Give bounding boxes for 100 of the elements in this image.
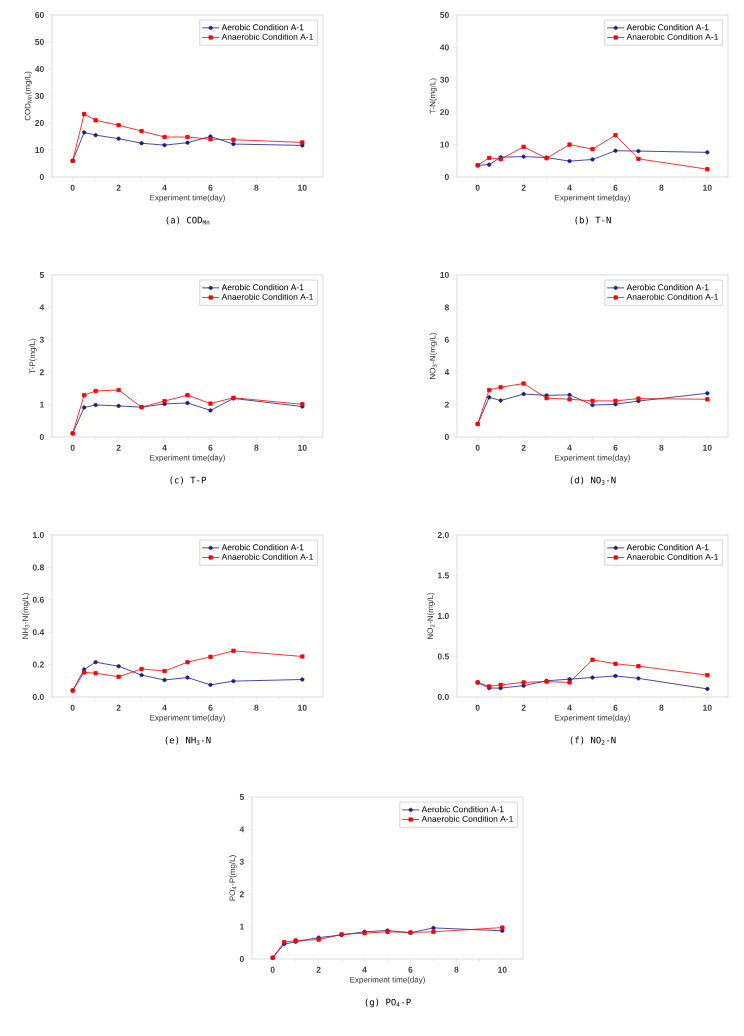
- y-tick-label: 2: [444, 401, 449, 408]
- legend-label: Anaerobic Condition A-1: [221, 293, 313, 300]
- x-tick-label: 8: [454, 966, 459, 973]
- x-tick-label: 10: [298, 704, 307, 711]
- y-tick-label: 30: [440, 76, 449, 83]
- y-tick-label: 0.0: [437, 694, 449, 700]
- x-tick-label: 10: [703, 444, 712, 451]
- x-tick-label: 10: [498, 966, 507, 973]
- legend-label: Aerobic Condition A-1: [626, 24, 709, 31]
- y-tick-label: 0: [39, 434, 44, 440]
- x-tick-label: 4: [362, 966, 367, 973]
- y-tick-label: 0.6: [32, 596, 44, 603]
- y-tick-label: 0: [444, 174, 449, 180]
- x-tick-label: 0: [475, 184, 480, 191]
- y-tick-label: 0.5: [437, 653, 449, 660]
- legend-label: Anaerobic Condition A-1: [221, 33, 313, 40]
- text: (a) COD$_{Mn}$: [166, 216, 210, 225]
- y-tick-label: 1.0: [437, 613, 449, 619]
- y-tick-label: 4: [39, 304, 45, 311]
- x-tick-label: 4: [567, 704, 572, 711]
- x-tick-label: 2: [521, 704, 526, 711]
- x-tick-label: 10: [298, 184, 307, 191]
- x-tick-label: 2: [316, 966, 321, 973]
- x-tick-label: 0: [70, 704, 75, 711]
- text: (c) T-P: [170, 476, 206, 485]
- x-tick-label: 2: [521, 444, 526, 451]
- x-tick-label: 6: [208, 704, 213, 711]
- legend-label: Anaerobic Condition A-1: [421, 815, 513, 822]
- text: (b) T-N: [575, 216, 611, 225]
- y-tick-label: 40: [439, 44, 449, 51]
- legend-label: Anaerobic Condition A-1: [626, 33, 718, 40]
- text: (g) PO$_{4}$-P: [365, 998, 411, 1008]
- y-tick-label: 0.4: [32, 629, 45, 636]
- x-tick-label: 4: [162, 184, 167, 191]
- x-tick-label: 6: [613, 184, 618, 191]
- y-tick-label: 20: [440, 109, 449, 116]
- text: (d) NO$_{3}$-N: [570, 476, 616, 485]
- y-tick-label: 2: [39, 369, 44, 376]
- x-tick-label: 8: [254, 704, 259, 711]
- y-tick-label: 3: [39, 336, 44, 343]
- x-tick-label: 8: [254, 184, 259, 191]
- y-tick-label: 10: [35, 147, 44, 153]
- x-tick-label: 4: [567, 444, 572, 451]
- y-tick-label: 0.8: [32, 564, 44, 571]
- legend-label: Anaerobic Condition A-1: [626, 293, 718, 300]
- y-tick-label: 0.0: [32, 694, 44, 700]
- y-tick-label: 30: [35, 92, 44, 99]
- x-tick-label: 6: [613, 704, 618, 711]
- legend-label: Aerobic Condition A-1: [221, 24, 304, 31]
- x-tick-label: 8: [659, 704, 664, 711]
- y-tick-label: 10: [440, 141, 449, 148]
- x-tick-label: 8: [254, 444, 259, 451]
- x-tick-label: 4: [567, 184, 572, 191]
- y-tick-label: 1: [240, 923, 244, 930]
- y-tick-label: 4: [444, 369, 450, 376]
- x-tick-label: 0: [270, 966, 275, 973]
- legend-label: Aerobic Condition A-1: [221, 284, 304, 291]
- x-tick-label: 6: [408, 966, 413, 973]
- x-tick-label: 6: [208, 444, 213, 451]
- y-tick-label: 50: [440, 12, 449, 18]
- y-tick-label: 1: [40, 401, 44, 408]
- y-tick-label: 3: [239, 858, 244, 865]
- x-tick-label: 6: [613, 444, 618, 451]
- x-tick-label: 0: [475, 444, 480, 451]
- x-tick-label: 2: [116, 704, 121, 711]
- y-tick-label: 50: [35, 39, 44, 45]
- legend-label: Aerobic Condition A-1: [626, 284, 709, 291]
- x-tick-label: 8: [659, 184, 664, 191]
- x-tick-label: 0: [475, 704, 480, 711]
- y-tick-label: 10: [440, 272, 449, 278]
- y-tick-label: 60: [35, 12, 44, 18]
- y-tick-label: 20: [35, 120, 44, 126]
- y-tick-label: 1.0: [32, 532, 44, 538]
- y-tick-label: 1.5: [437, 572, 449, 579]
- y-tick-label: 6: [444, 336, 449, 343]
- x-tick-label: 10: [703, 704, 712, 711]
- x-tick-label: 2: [116, 444, 121, 451]
- legend-label: Anaerobic Condition A-1: [221, 553, 313, 560]
- legend-label: Aerobic Condition A-1: [421, 806, 504, 813]
- x-tick-label: 2: [521, 184, 526, 191]
- y-tick-label: 4: [239, 826, 245, 833]
- y-tick-label: 8: [444, 304, 449, 311]
- x-tick-label: 8: [659, 444, 664, 451]
- x-tick-label: 4: [162, 444, 167, 451]
- y-tick-label: 5: [39, 272, 44, 278]
- legend-label: Anaerobic Condition A-1: [626, 553, 718, 560]
- y-tick-label: 2.0: [437, 532, 449, 538]
- x-tick-label: 0: [70, 184, 75, 191]
- x-tick-label: 6: [208, 184, 213, 191]
- y-tick-label: 5: [239, 794, 244, 800]
- y-tick-label: 0: [39, 174, 44, 180]
- x-tick-label: 2: [116, 184, 121, 191]
- x-tick-label: 0: [70, 444, 75, 451]
- x-tick-label: 4: [162, 704, 167, 711]
- legend-label: Aerobic Condition A-1: [626, 544, 709, 551]
- text: (e) NH$_{3}$-N: [165, 736, 211, 745]
- y-tick-label: 2: [239, 891, 244, 898]
- y-tick-label: 0: [444, 434, 449, 440]
- text: (f) NO$_{2}$-N: [570, 736, 616, 745]
- y-tick-label: 0.2: [32, 661, 44, 668]
